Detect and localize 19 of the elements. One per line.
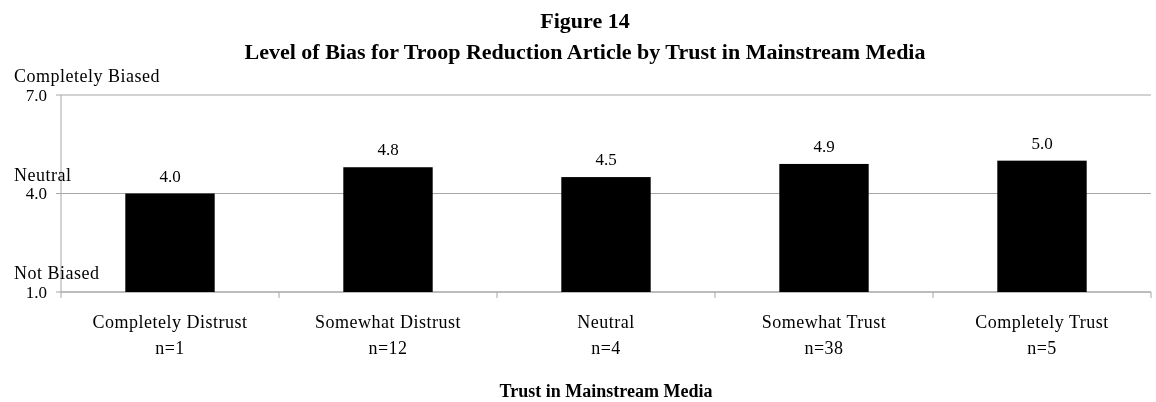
annotation: Neutral (14, 164, 72, 185)
x-tick-label: Neutral n=4 (577, 312, 635, 358)
data-label: 4.5 (595, 150, 617, 170)
chart-title: Figure 14 (540, 8, 630, 33)
text: Completely Biased (14, 66, 160, 86)
data-label: 5.0 (1031, 133, 1053, 153)
x-tick-label: Somewhat Distrust n=12 (315, 312, 461, 358)
y-tick-label: 7.0 (25, 85, 47, 105)
chart-subtitle: Level of Bias for Troop Reduction Article by Trust in Mainstream Media (244, 39, 926, 64)
x-tick-label: Completely Trust n=5 (975, 312, 1109, 358)
data-label: 4.9 (813, 136, 835, 156)
data-label: 4.8 (377, 140, 399, 160)
x-tick-label: Completely Distrust n=1 (92, 312, 248, 358)
x-tick-label: Somewhat Trust n=38 (761, 312, 887, 358)
data-label: 4.0 (159, 166, 181, 186)
annotation: Not Biased (14, 263, 100, 283)
y-tick-label: 1.0 (25, 282, 47, 302)
x-axis-title: Trust in Mainstream Media (499, 381, 713, 401)
y-tick-label: 4.0 (25, 184, 47, 204)
